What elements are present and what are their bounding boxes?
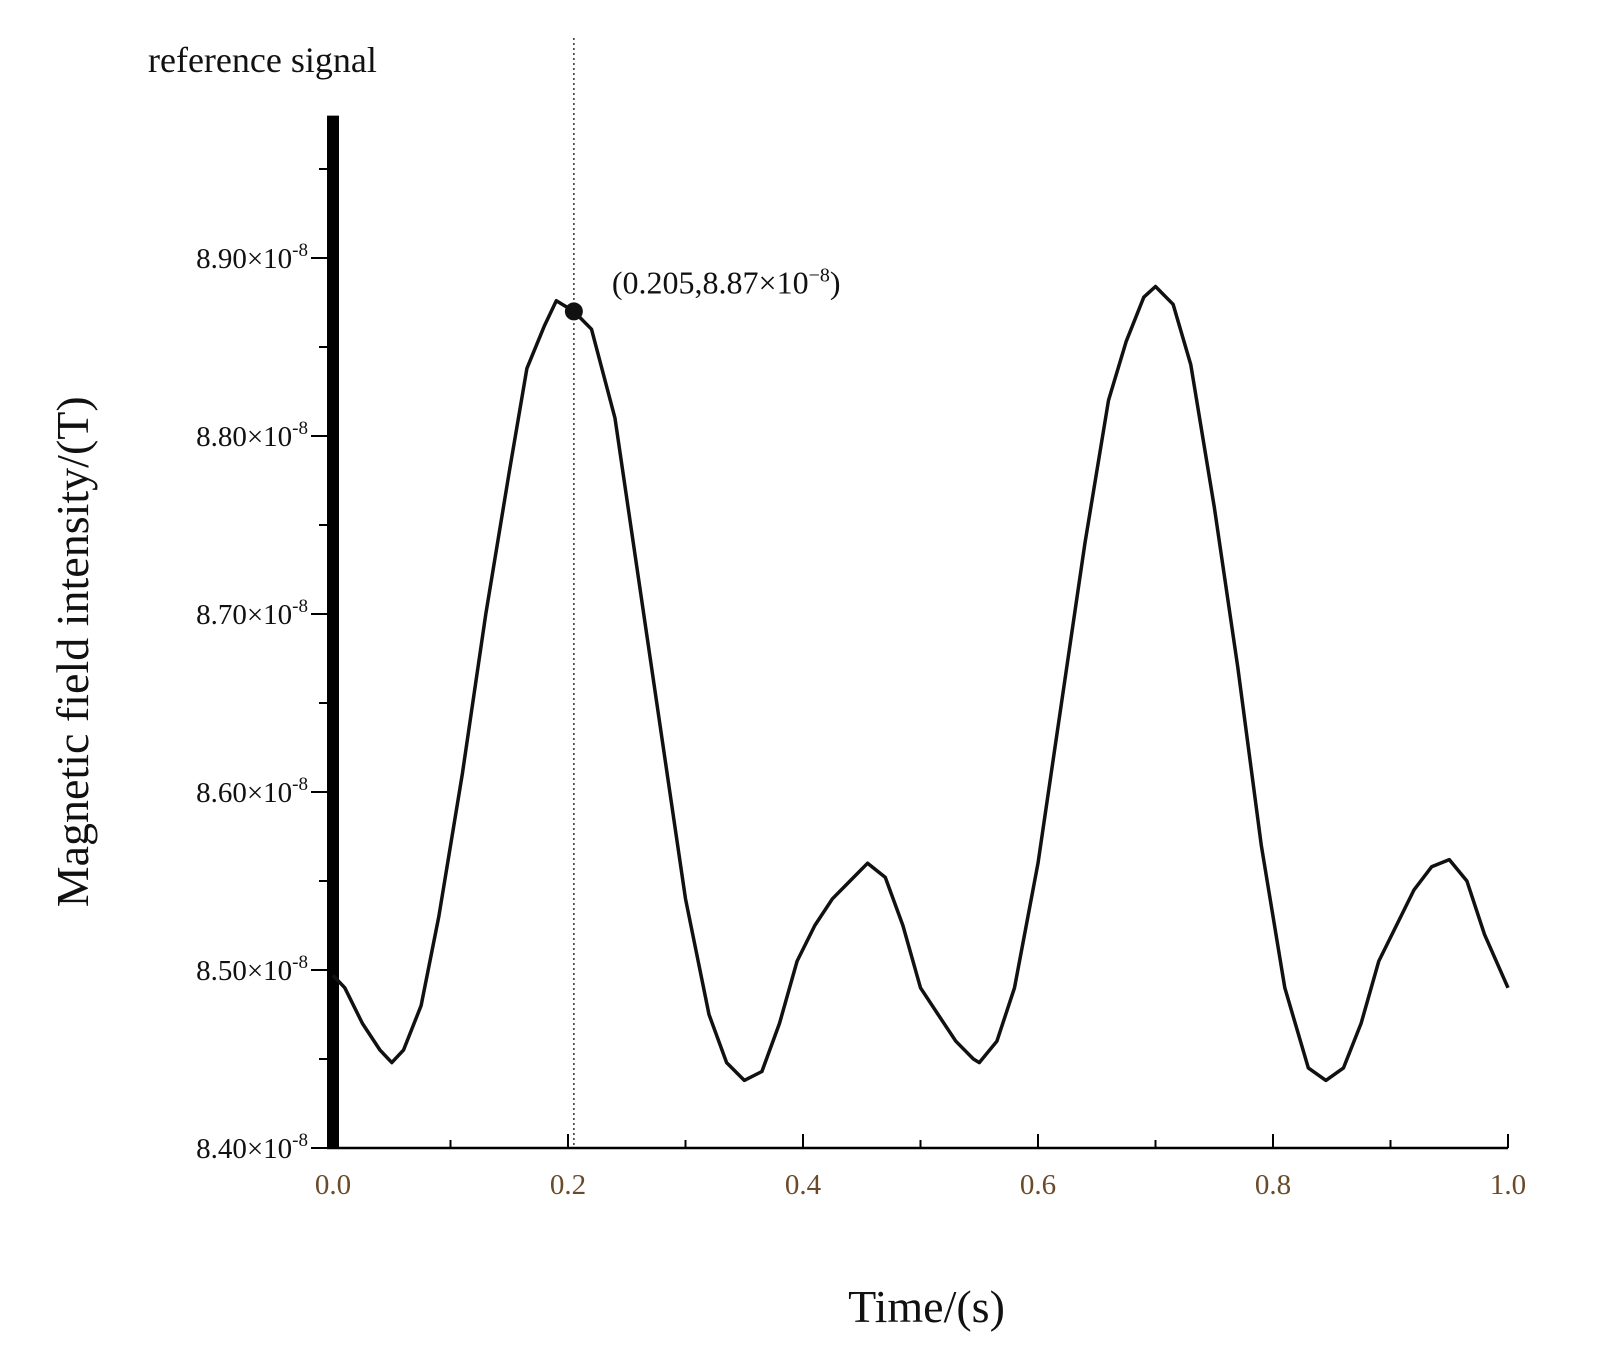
peak-point-marker bbox=[564, 302, 583, 321]
legend: reference signal bbox=[148, 40, 377, 80]
y-axis-label: Magnetic field intensity/(T) bbox=[47, 396, 98, 907]
y-tick-label: 8.80×10-8 bbox=[196, 418, 308, 453]
x-tick-label: 0.2 bbox=[550, 1169, 586, 1201]
y-axis-ticks: 8.40×10-8 8.50×10-8 8.60×10-8 8.70×10-8 8.80… bbox=[196, 168, 327, 1165]
x-tick-label: 1.0 bbox=[1490, 1169, 1526, 1201]
x-tick-label: 0.0 bbox=[315, 1169, 351, 1201]
x-tick-label: 0.8 bbox=[1255, 1169, 1291, 1201]
x-axis-ticks: 0.0 0.2 0.4 0.6 0.8 1.0 bbox=[315, 1134, 1526, 1201]
axes bbox=[327, 115, 1508, 1150]
x-tick-label: 0.4 bbox=[785, 1169, 822, 1201]
y-tick-label: 8.90×10-8 bbox=[196, 240, 308, 275]
legend-label: reference signal bbox=[148, 40, 377, 80]
y-tick-label: 8.70×10-8 bbox=[196, 596, 308, 631]
y-tick-label: 8.40×10-8 bbox=[196, 1130, 308, 1165]
y-tick-label: 8.50×10-8 bbox=[196, 952, 308, 987]
x-tick-label: 0.6 bbox=[1020, 1169, 1056, 1201]
x-axis-label: Time/(s) bbox=[848, 1281, 1005, 1332]
peak-annotation: (0.205,8.87×10−8) bbox=[612, 264, 841, 300]
series-line bbox=[331, 284, 1510, 1083]
y-tick-label: 8.60×10-8 bbox=[196, 774, 308, 809]
